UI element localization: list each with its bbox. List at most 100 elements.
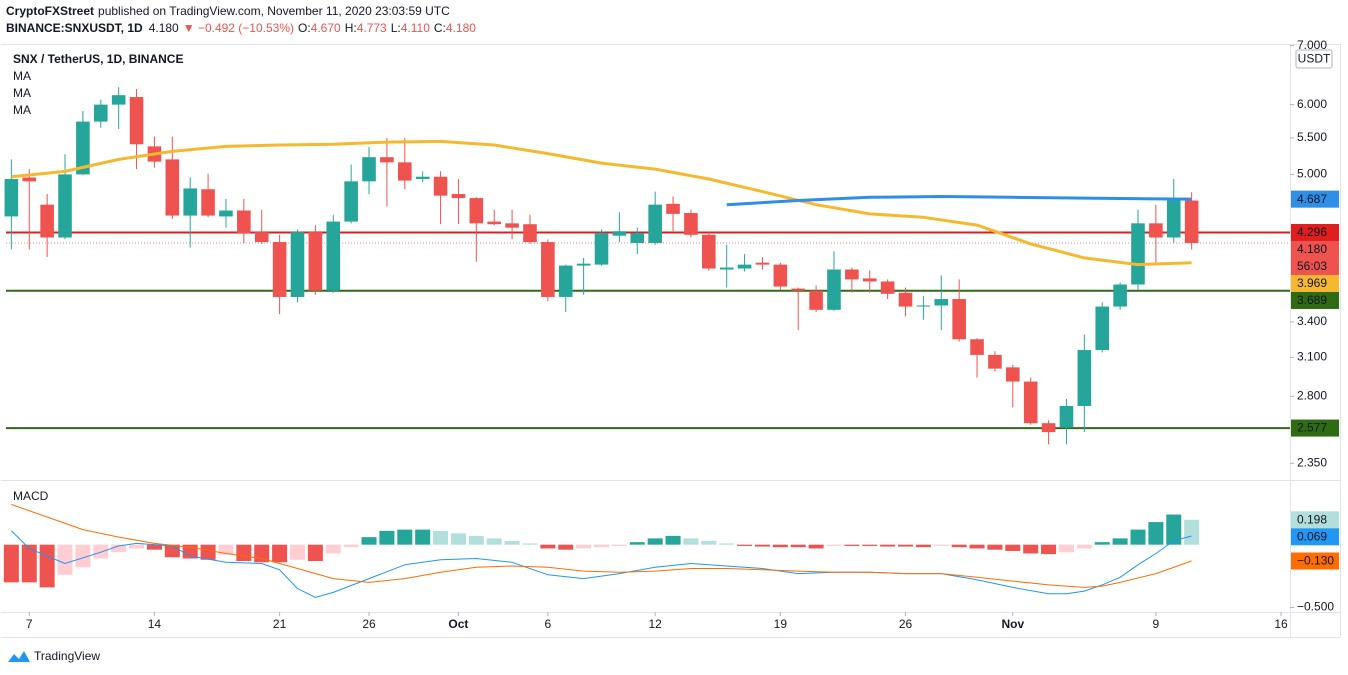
histogram-bar — [1023, 544, 1039, 554]
x-tick-label: Nov — [1001, 617, 1024, 631]
histogram-bar — [218, 544, 234, 555]
candle-body — [916, 305, 931, 307]
ohlc-label: O: — [298, 21, 311, 35]
histogram-bar — [39, 544, 55, 588]
ma-line — [726, 195, 1192, 207]
price-label-box — [1291, 511, 1339, 529]
ohlc-label: H: — [345, 21, 357, 35]
candle-body — [272, 242, 287, 297]
candle-body — [1184, 200, 1199, 243]
ma-line — [11, 139, 1192, 267]
candle-body — [594, 233, 609, 265]
candle-body — [755, 262, 770, 265]
price-label: 3.689 — [1297, 293, 1327, 307]
histogram-bar — [665, 535, 681, 545]
histogram-bar — [701, 540, 717, 545]
histogram-bar — [129, 544, 145, 549]
histogram-bar — [57, 544, 73, 575]
histogram-bar — [200, 544, 216, 560]
candle-body — [111, 95, 126, 105]
indicator-label: MA — [13, 103, 31, 117]
price-label-box — [1291, 223, 1339, 241]
histogram-bar — [593, 544, 610, 548]
indicator-label: MA — [13, 69, 31, 83]
histogram-bar — [1166, 514, 1182, 545]
histogram-bar — [379, 530, 395, 545]
y-tick-label: 6.000 — [1297, 97, 1327, 111]
histogram-bar — [272, 544, 288, 563]
histogram-bar — [1094, 542, 1110, 545]
histogram-bar — [21, 544, 37, 583]
candle-body — [308, 232, 323, 291]
histogram-bar — [754, 544, 770, 547]
change: ▼ −0.492 (−10.53%) — [183, 21, 294, 35]
histogram-bar — [343, 544, 359, 548]
price-label: 4.180 — [1297, 242, 1327, 256]
candle-body — [254, 232, 269, 243]
ohlc-value: 4.180 — [446, 21, 476, 35]
histogram-bar — [468, 535, 484, 545]
published: published on TradingView.com, November 1… — [98, 4, 450, 18]
candle-body — [791, 288, 806, 291]
candle-body — [648, 204, 662, 243]
price-label-box — [1291, 274, 1339, 292]
indicator-label: MA — [13, 86, 31, 100]
candle-body — [344, 181, 358, 222]
candle-body — [433, 176, 448, 196]
histogram-bar — [361, 537, 377, 545]
x-tick-label: Oct — [448, 617, 468, 631]
histogram-bar — [307, 544, 323, 562]
histogram-bar — [3, 544, 19, 583]
histogram-bar — [969, 544, 985, 549]
price-label: 4.687 — [1297, 192, 1327, 206]
histogram-bar — [719, 543, 735, 545]
candle-body — [22, 177, 37, 182]
candle-body — [362, 157, 376, 182]
candle-body — [1059, 405, 1074, 428]
histogram-bar — [450, 533, 466, 545]
countdown-box — [1291, 257, 1339, 275]
histogram-bar — [987, 544, 1003, 550]
histogram-bar — [1148, 522, 1164, 545]
histogram-bar — [862, 544, 878, 546]
x-tick-label: 26 — [899, 617, 913, 631]
histogram-bar — [898, 544, 914, 547]
candle-body — [1006, 367, 1020, 382]
candle-body — [1131, 223, 1145, 285]
histogram-bar — [1112, 538, 1128, 545]
x-tick-label: 12 — [648, 617, 662, 631]
x-tick-label: 14 — [148, 617, 162, 631]
histogram-bar — [558, 544, 574, 550]
histogram-bar — [504, 540, 520, 545]
candle-body — [862, 278, 877, 282]
macd-line — [11, 530, 1192, 598]
histogram-bar — [772, 544, 788, 548]
ohlc-value: 4.670 — [311, 21, 341, 35]
histogram-bar — [683, 538, 699, 545]
histogram-bar — [576, 544, 592, 549]
candle-body — [952, 299, 966, 340]
histogram-bar — [1130, 529, 1146, 545]
candle-body — [397, 162, 412, 181]
price: 4.180 — [149, 21, 179, 35]
price-label-box — [1291, 240, 1339, 258]
candle-body — [1077, 350, 1092, 406]
y-tick-label: 5.000 — [1297, 167, 1327, 181]
x-tick-label: 26 — [362, 617, 376, 631]
frame — [1, 44, 1341, 638]
candle-body — [165, 159, 180, 216]
x-tick-label: 21 — [273, 617, 287, 631]
histogram-bar — [1058, 544, 1074, 553]
x-tick-label: 19 — [774, 617, 788, 631]
macd-line — [11, 504, 1192, 588]
ohlc-value: 4.110 — [401, 21, 430, 35]
candle-body — [415, 176, 430, 180]
histogram-bar — [647, 538, 663, 545]
candle-body — [76, 121, 90, 175]
candle-body — [970, 339, 984, 355]
logo-shape — [8, 651, 30, 662]
candle-body — [237, 210, 251, 234]
header-line: CryptoFXStreet published on TradingView.c… — [6, 4, 450, 18]
candle-body — [201, 189, 215, 216]
histogram-bar — [164, 544, 180, 558]
